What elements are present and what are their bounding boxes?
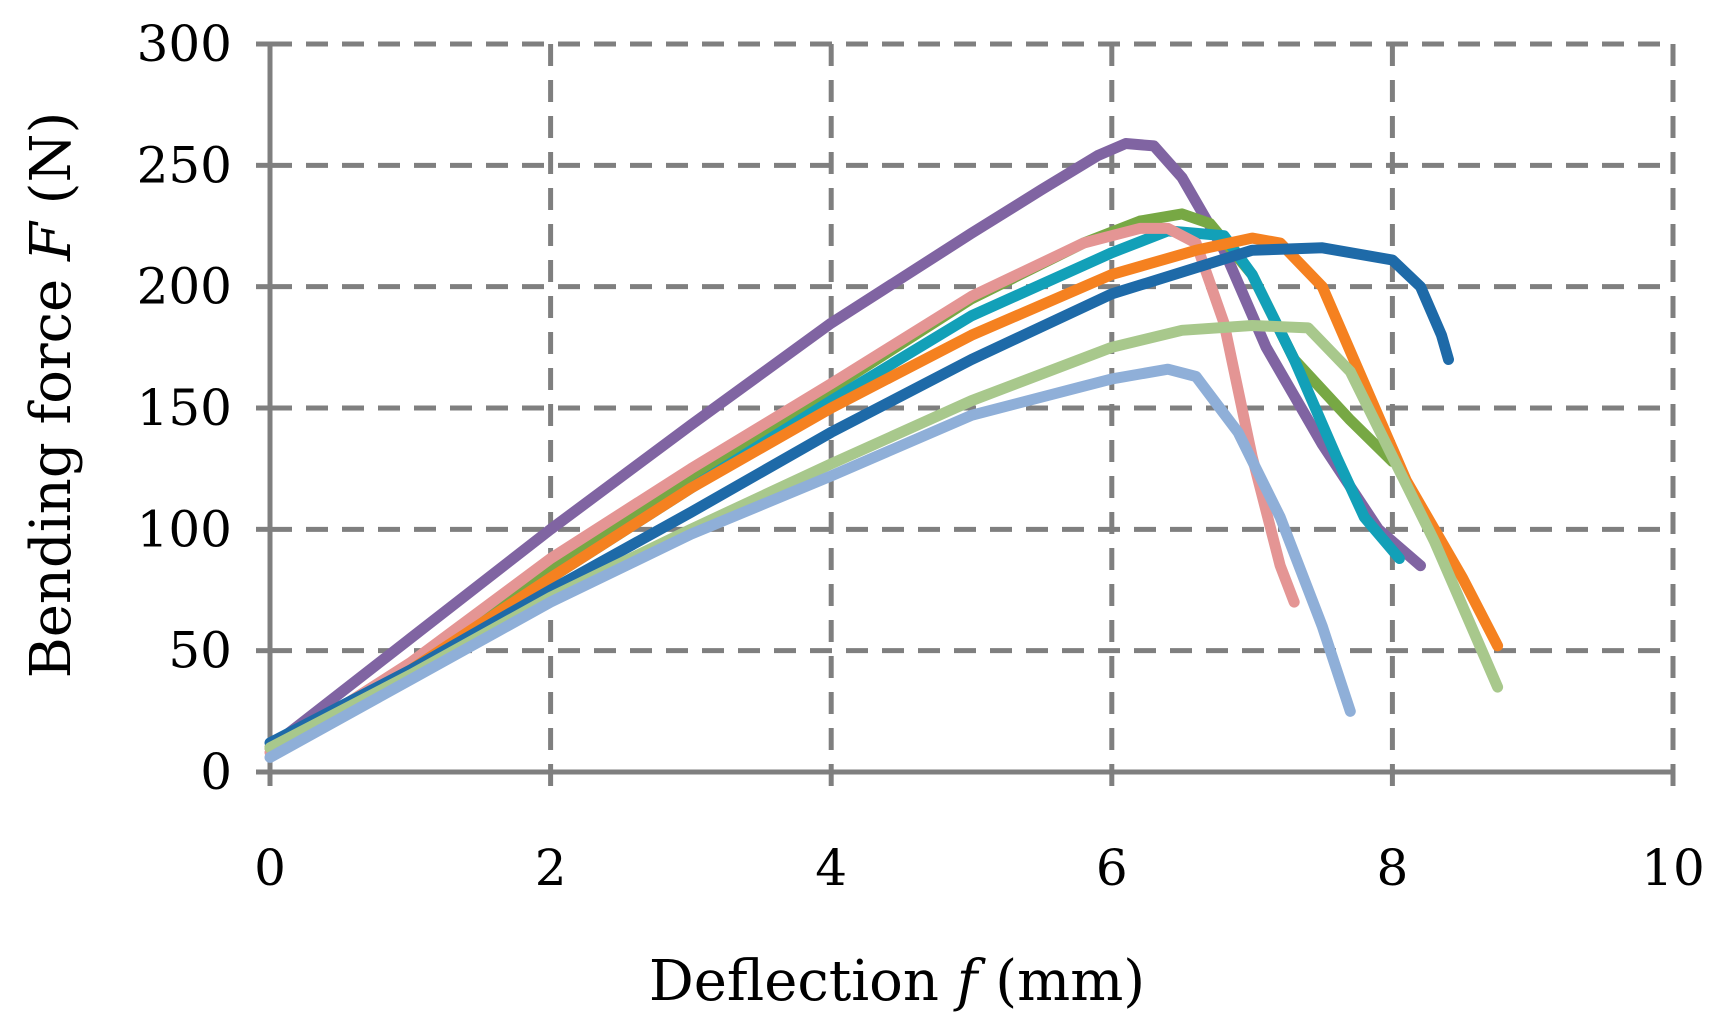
series-lightgreen	[264, 320, 1504, 754]
x-tick-label-1: 2	[535, 839, 567, 897]
y-tick-label-3: 150	[137, 379, 232, 437]
series-teal	[264, 225, 1405, 754]
axis-layer	[256, 41, 1676, 786]
series-orange	[264, 232, 1504, 754]
y-tick-label-0: 0	[200, 743, 232, 801]
series-pink	[264, 222, 1300, 759]
y-axis-title: Bending force F (N)	[19, 112, 84, 679]
y-tick-label-1: 50	[168, 622, 232, 680]
y-tick-label-4: 200	[137, 258, 232, 316]
series-layer	[264, 138, 1504, 763]
y-tick-label-5: 250	[137, 136, 232, 194]
y-tick-label-6: 300	[137, 15, 232, 73]
series-lightblue	[264, 363, 1356, 763]
x-tick-label-3: 6	[1096, 839, 1128, 897]
series-blue	[264, 242, 1454, 749]
x-axis-title: Deflection f (mm)	[649, 949, 1145, 1014]
x-tick-label-0: 0	[254, 839, 286, 897]
x-tick-label-5: 10	[1641, 839, 1705, 897]
grid-layer	[270, 41, 1676, 772]
series-purple	[264, 138, 1426, 754]
x-tick-label-4: 8	[1376, 839, 1408, 897]
x-tick-label-2: 4	[815, 839, 847, 897]
y-tick-label-2: 100	[137, 500, 232, 558]
